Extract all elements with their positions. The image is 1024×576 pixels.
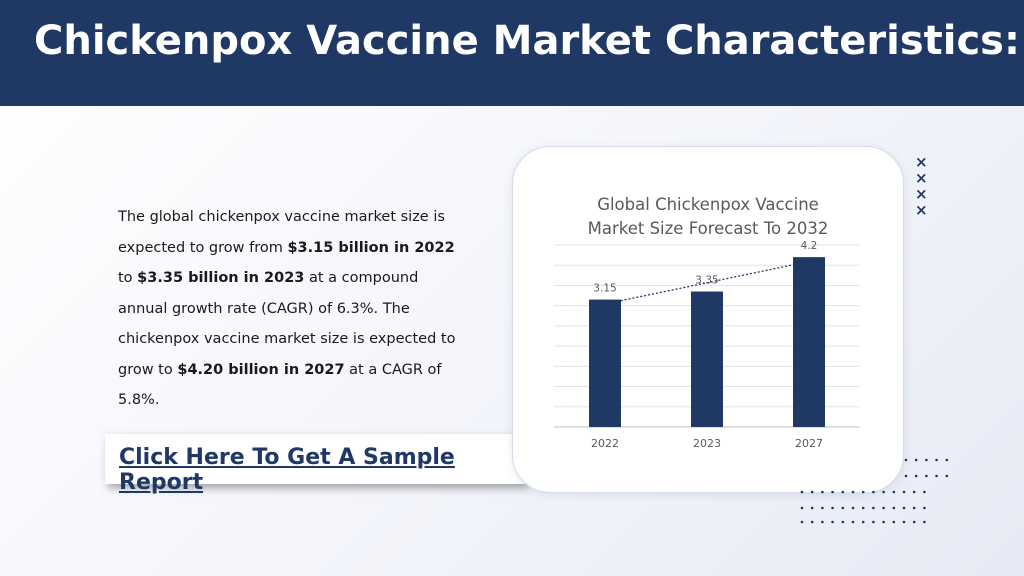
decor-dot — [810, 506, 814, 510]
decor-dot — [821, 490, 824, 494]
decor-dot — [892, 490, 896, 494]
chart-title-line-1: Global Chickenpox Vaccine — [597, 195, 819, 214]
chart-title: Global Chickenpox Vaccine Market Size Fo… — [513, 193, 903, 241]
x-tick-label-2027: 2027 — [795, 437, 823, 450]
decor-dot — [904, 458, 908, 462]
decor-dot — [831, 506, 834, 510]
decor-dot — [902, 520, 906, 524]
decor-dot — [861, 490, 865, 494]
decor-dot — [912, 520, 916, 524]
highlight-figure: $3.35 billion in 2023 — [137, 270, 305, 286]
decor-dot — [810, 490, 814, 494]
decor-dot — [892, 506, 896, 510]
decor-dot — [914, 474, 918, 478]
decor-dot — [841, 520, 845, 524]
description-text: at a compound annual growth rate (CAGR) … — [118, 270, 456, 378]
decor-dot — [841, 506, 845, 510]
bar-2022 — [589, 299, 621, 427]
decor-dot — [935, 458, 938, 462]
x-mark: × — [915, 185, 928, 203]
decor-dot — [902, 506, 906, 510]
sample-report-link[interactable]: Click Here To Get A Sample Report — [119, 445, 455, 495]
description-text: to — [118, 270, 138, 286]
decor-dot — [945, 474, 949, 478]
x-tick-label-2023: 2023 — [693, 437, 721, 450]
decor-dot — [872, 520, 875, 524]
data-label-2027: 4.2 — [801, 240, 818, 252]
decor-dot — [851, 506, 855, 510]
decor-dot — [861, 520, 865, 524]
decor-dot — [882, 520, 885, 524]
bar-chart: 3.15 2022 3.35 2023 4.2 2027 — [554, 240, 860, 450]
bar-2027 — [793, 257, 825, 427]
decor-dot — [831, 490, 834, 494]
data-label-2022: 3.15 — [593, 283, 616, 295]
chart-card: Global Chickenpox Vaccine Market Size Fo… — [512, 146, 904, 493]
decor-dot — [872, 490, 875, 494]
x-tick-label-2022: 2022 — [591, 437, 619, 450]
description-text: at a CAGR of 5.8%. — [118, 361, 442, 409]
decor-dot — [912, 490, 916, 494]
trendline — [604, 260, 810, 305]
decor-dot — [872, 506, 875, 510]
decor-dot — [841, 490, 845, 494]
decor-dot — [831, 520, 834, 524]
x-mark-decoration: × × × × — [915, 154, 929, 218]
decor-dot — [821, 506, 824, 510]
decor-dot — [800, 490, 804, 494]
market-description: The global chickenpox vaccine market siz… — [118, 202, 463, 416]
decor-dot — [861, 506, 865, 510]
decor-dot — [851, 490, 855, 494]
decor-dot — [851, 520, 855, 524]
highlight-figure: $4.20 billion in 2027 — [177, 361, 345, 378]
decor-dot — [821, 520, 824, 524]
decor-dot — [810, 520, 814, 524]
decor-dot — [882, 506, 885, 510]
decor-dot — [923, 506, 926, 510]
x-mark: × — [915, 201, 928, 219]
decor-dot — [882, 490, 885, 494]
decor-dot — [912, 506, 916, 510]
x-mark: × — [915, 169, 928, 187]
decor-dot — [925, 458, 928, 462]
header-bar: Chickenpox Vaccine Market Characteristic… — [0, 0, 1024, 106]
decor-dot — [925, 474, 928, 478]
description-text: The global chickenpox vaccine market siz… — [118, 209, 445, 256]
decor-dot — [800, 506, 804, 510]
decor-dot — [904, 474, 908, 478]
decor-dot — [945, 458, 949, 462]
decor-dot — [923, 490, 926, 494]
highlight-figure: $3.15 billion in 2022 — [287, 239, 455, 256]
decor-dot — [800, 520, 804, 524]
bar-2023 — [691, 291, 723, 427]
decor-dot — [902, 490, 906, 494]
decor-dot — [923, 520, 926, 524]
sample-report-box: Click Here To Get A Sample Report — [105, 434, 525, 495]
page-title: Chickenpox Vaccine Market Characteristic… — [34, 18, 1020, 64]
x-mark: × — [915, 153, 928, 171]
data-label-2023: 3.35 — [695, 275, 718, 287]
dot-grid-decoration — [800, 458, 949, 524]
decor-dot — [892, 520, 896, 524]
decor-dot — [935, 474, 938, 478]
decor-dot — [914, 458, 918, 462]
chart-title-line-2: Market Size Forecast To 2032 — [587, 219, 829, 238]
